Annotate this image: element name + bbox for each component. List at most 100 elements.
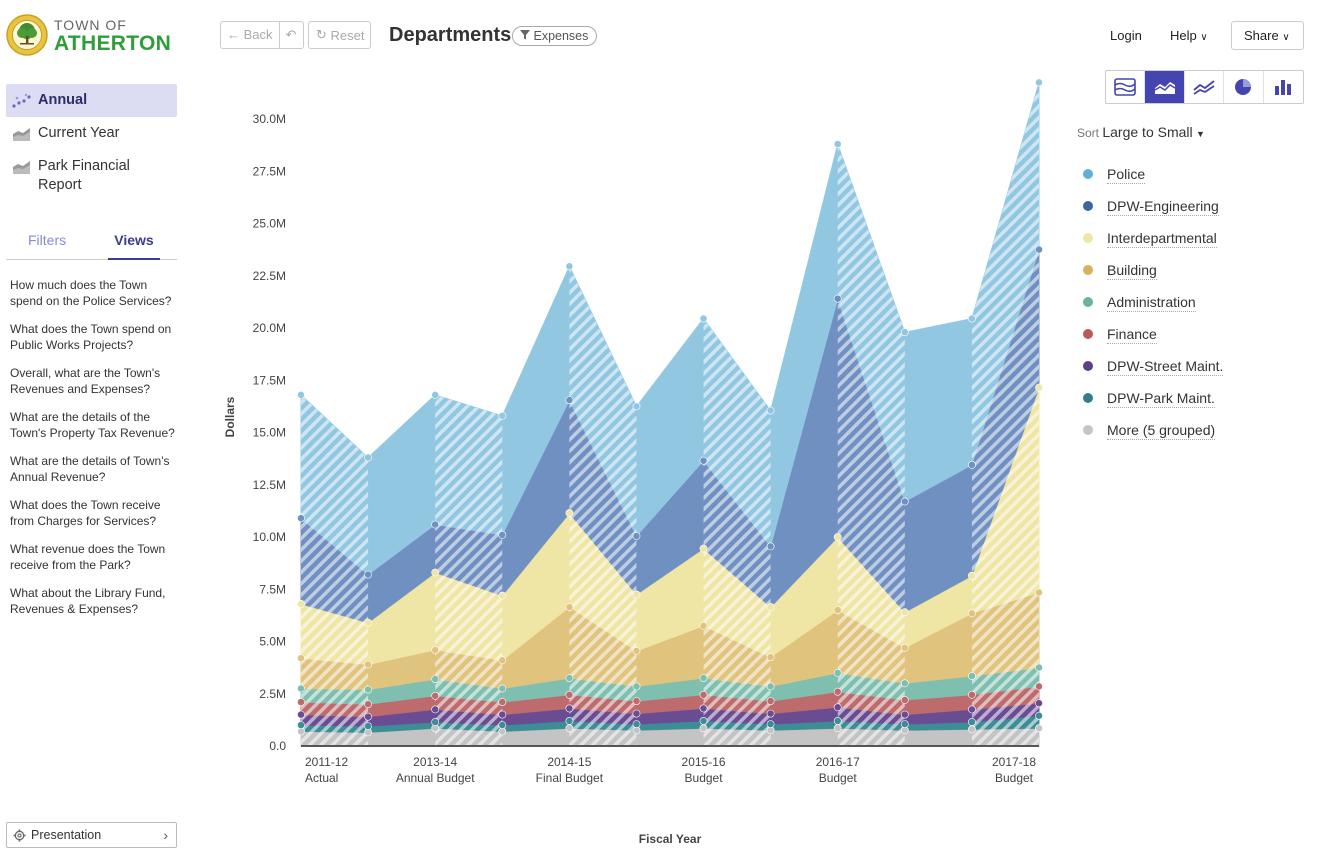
x-tick-label: Annual Budget <box>396 771 475 785</box>
question-item[interactable]: What about the Library Fund, Revenues & … <box>10 586 166 616</box>
question-item[interactable]: What does the Town receive from Charges … <box>10 498 161 528</box>
data-point <box>766 653 775 662</box>
y-tick-label: 22.5M <box>253 269 286 283</box>
question-item[interactable]: What does the Town spend on Public Works… <box>10 322 172 352</box>
data-point <box>498 411 507 420</box>
y-tick-label: 27.5M <box>253 164 286 178</box>
data-point <box>833 669 842 677</box>
expenses-filter-pill[interactable]: Expenses <box>512 26 598 46</box>
bar-chart-icon <box>1275 80 1292 95</box>
data-point <box>431 675 440 683</box>
data-point <box>297 698 305 706</box>
nav-item-annual[interactable]: Annual <box>6 84 177 117</box>
data-point <box>632 402 641 411</box>
nav-item-label: Current Year <box>38 125 120 141</box>
legend-item[interactable]: Administration <box>1083 286 1313 318</box>
streamgraph-icon <box>1114 78 1137 96</box>
legend-label: DPW-Engineering <box>1107 197 1219 216</box>
presentation-button[interactable]: Presentation › <box>6 822 177 848</box>
legend-item[interactable]: DPW-Engineering <box>1083 190 1313 222</box>
nav-item-park-financial-report[interactable]: Park Financial Report <box>6 150 177 202</box>
streamgraph-button[interactable] <box>1106 71 1146 103</box>
chevron-right-icon: › <box>163 827 168 843</box>
legend-swatch <box>1083 425 1093 435</box>
back-button[interactable]: ← Back <box>221 22 280 48</box>
legend-item[interactable]: DPW-Park Maint. <box>1083 382 1313 414</box>
reset-button[interactable]: ↻ Reset <box>308 21 371 49</box>
data-point <box>900 608 909 617</box>
legend-item[interactable]: Police <box>1083 158 1313 190</box>
line-chart-button[interactable] <box>1185 71 1225 103</box>
data-point <box>900 710 909 719</box>
data-point <box>364 685 372 694</box>
tab-filters[interactable]: Filters <box>28 232 67 248</box>
data-point <box>364 618 372 627</box>
data-point <box>968 718 976 726</box>
question-item[interactable]: How much does the Town spend on the Poli… <box>10 278 172 308</box>
help-menu[interactable]: Help ∨ <box>1170 28 1208 43</box>
data-point <box>297 654 305 663</box>
nav-item-label: Annual <box>38 92 88 108</box>
pie-chart-button[interactable] <box>1224 71 1264 103</box>
data-point <box>699 544 708 553</box>
data-point <box>364 453 372 462</box>
y-tick-label: 17.5M <box>253 373 286 387</box>
data-point <box>1035 245 1043 254</box>
data-point <box>833 140 842 148</box>
arrow-left-icon: ← <box>227 27 244 42</box>
data-point <box>565 262 574 271</box>
data-point <box>297 684 305 693</box>
question-item[interactable]: What revenue does the Town receive from … <box>10 542 166 572</box>
scatter-dots-icon <box>12 93 31 108</box>
legend-item[interactable]: DPW-Street Maint. <box>1083 350 1313 382</box>
legend-item[interactable]: More (5 grouped) <box>1083 414 1313 446</box>
brand-big: ATHERTON <box>54 32 172 55</box>
data-point <box>632 697 641 705</box>
town-logo[interactable]: TOWN OF ATHERTON <box>6 14 176 58</box>
views-nav: Annual Current Year Park Financial Repor… <box>6 84 177 202</box>
hatch-band <box>837 144 905 746</box>
sort-dropdown[interactable]: Sort Large to Small ▼ <box>1077 124 1205 140</box>
sort-label: Sort <box>1077 126 1100 140</box>
data-point <box>431 691 440 700</box>
data-point <box>632 532 641 540</box>
legend: Police DPW-Engineering Interdepartmental… <box>1083 158 1313 446</box>
data-point <box>297 390 305 399</box>
data-point <box>1035 682 1043 691</box>
data-point <box>364 722 372 730</box>
sort-value: Large to Small <box>1102 124 1193 140</box>
legend-label: Finance <box>1107 325 1157 344</box>
question-item[interactable]: What are the details of Town's Annual Re… <box>10 454 170 484</box>
data-point <box>431 520 440 529</box>
share-button[interactable]: Share ∨ <box>1231 21 1304 50</box>
bar-chart-button[interactable] <box>1264 71 1303 103</box>
legend-item[interactable]: Building <box>1083 254 1313 286</box>
brand-small: TOWN OF <box>54 17 127 33</box>
data-point <box>632 590 641 599</box>
legend-item[interactable]: Interdepartmental <box>1083 222 1313 254</box>
legend-label: DPW-Street Maint. <box>1107 357 1224 376</box>
stacked-area-button[interactable] <box>1145 71 1185 103</box>
data-point <box>364 700 372 709</box>
tab-views[interactable]: Views <box>108 232 160 260</box>
x-axis-title: Fiscal Year <box>639 832 702 846</box>
nav-item-current-year[interactable]: Current Year <box>6 117 177 150</box>
area-chart-icon <box>13 128 30 141</box>
data-point <box>498 698 507 706</box>
data-point <box>833 724 842 733</box>
legend-item[interactable]: Finance <box>1083 318 1313 350</box>
y-tick-label: 7.5M <box>259 582 286 596</box>
legend-label: Administration <box>1107 293 1196 312</box>
x-tick-label: Actual <box>305 771 338 785</box>
data-point <box>900 696 909 704</box>
question-item[interactable]: Overall, what are the Town's Revenues an… <box>10 366 161 396</box>
login-link[interactable]: Login <box>1110 28 1142 43</box>
data-point <box>968 460 976 469</box>
data-point <box>1035 78 1043 87</box>
y-tick-label: 0.0 <box>269 739 286 753</box>
undo-button[interactable]: ↶ <box>280 22 303 48</box>
data-point <box>565 509 574 517</box>
question-item[interactable]: What are the details of the Town's Prope… <box>10 410 175 440</box>
stacked-area-chart: 0.0 2.5M 5.0M 7.5M 10.0M 12.5M 15.0M 17.5M 20.0M… <box>223 78 1043 846</box>
chevron-down-icon: ∨ <box>1282 32 1290 43</box>
